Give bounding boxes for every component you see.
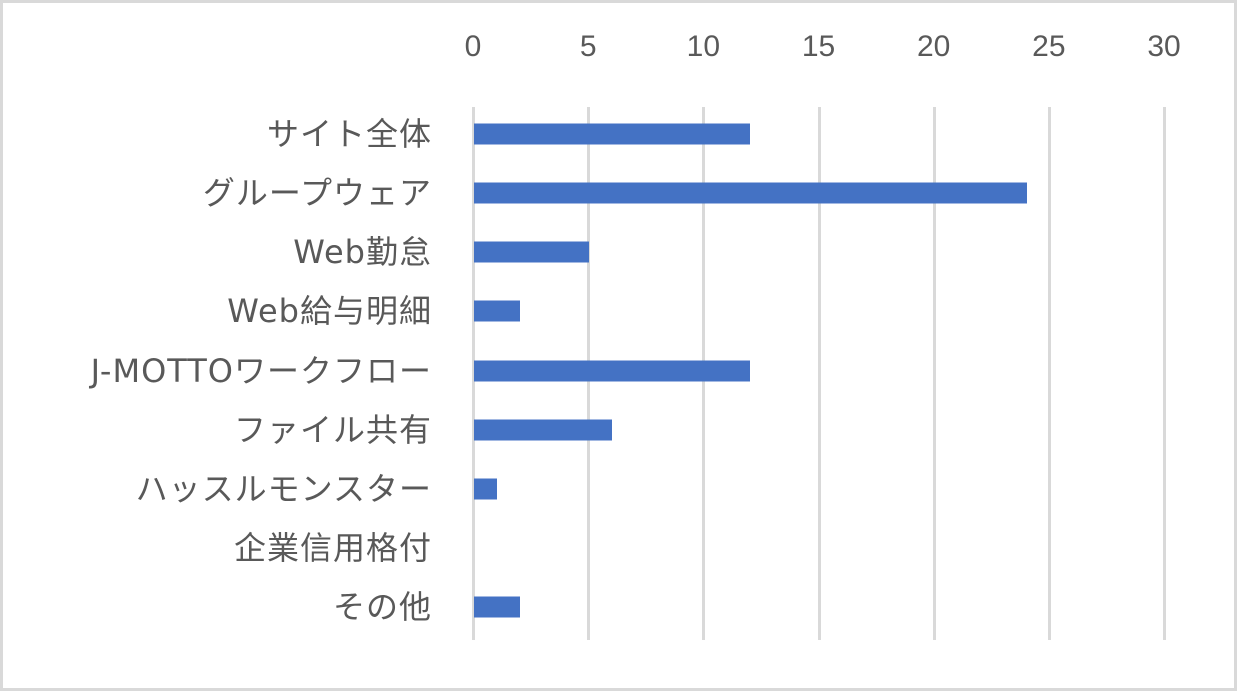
category-label: 企業信用格付 [233,529,432,568]
bar [474,360,751,381]
bar [474,596,521,618]
x-tick-label: 20 [916,30,951,63]
bar [474,419,613,441]
category-label: ファイル共有 [233,410,432,449]
category-label: Web勤怠 [293,233,432,272]
x-tick-label: 5 [579,30,597,63]
category-label: ハッスルモンスター [135,469,432,508]
gridline [932,107,936,640]
gridline [1163,107,1166,640]
category-label: その他 [332,588,432,627]
category-label: サイト全体 [266,114,432,153]
bar [474,478,498,500]
bar [474,241,590,263]
bar [474,300,521,322]
x-tick-label: 10 [686,30,721,63]
x-tick-label: 0 [464,30,482,63]
gridline [1047,107,1051,640]
gridline [817,107,821,640]
bar [474,123,751,145]
x-tick-label: 30 [1147,30,1181,63]
gridline [472,107,475,640]
category-label: J-MOTTOワークフロー [90,351,432,390]
x-tick-label: 25 [1032,30,1066,63]
x-tick-label: 15 [801,30,836,63]
category-label: Web給与明細 [227,292,432,331]
bar [474,182,1027,204]
category-label: グループウェア [202,173,432,212]
